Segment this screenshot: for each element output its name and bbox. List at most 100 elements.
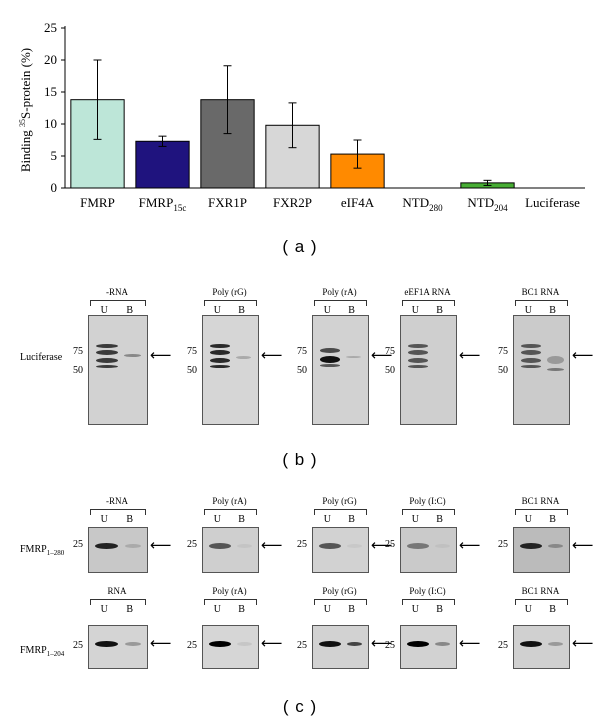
mw-marker-75: 75 — [297, 346, 307, 357]
blot-bracket — [204, 509, 257, 515]
lane-label-u: U — [100, 604, 108, 615]
x-tick-label-base: NTD — [402, 195, 429, 210]
gel-image — [400, 315, 457, 425]
gel-band — [319, 356, 341, 363]
lane-label-b: B — [126, 604, 134, 615]
blot-bracket — [402, 599, 455, 605]
gel-band — [520, 365, 542, 368]
band-arrow: ⟵ — [572, 536, 594, 554]
lane-label-u: U — [213, 514, 221, 525]
lane-label-b: B — [436, 514, 443, 525]
mw-marker-75: 75 — [73, 346, 83, 357]
x-tick-label-base: FMRP — [80, 195, 115, 210]
mw-marker-50: 50 — [498, 365, 508, 376]
band-arrow: ⟵ — [459, 536, 481, 554]
mw-marker-50: 50 — [385, 365, 395, 376]
blot-title: eEF1A RNA — [404, 287, 451, 297]
gel-band — [237, 642, 253, 646]
gel-band — [95, 365, 118, 368]
panel-label-a: ( a ) — [282, 237, 318, 256]
gel-band — [237, 544, 253, 548]
mw-marker-25: 25 — [187, 539, 197, 550]
row-label-luciferase: Luciferase — [20, 352, 63, 363]
mw-marker-25: 25 — [297, 640, 307, 651]
gel-band — [123, 354, 142, 357]
blot-bracket — [314, 509, 367, 515]
lane-label-b: B — [436, 305, 443, 316]
band-arrow: ⟵ — [150, 346, 172, 364]
row-label-fmrp-1-280: FMRP1–280 — [20, 544, 64, 557]
y-tick-label: 25 — [44, 20, 57, 35]
band-arrow: ⟵ — [371, 346, 393, 364]
lane-label-u: U — [411, 514, 419, 525]
lane-label-u: U — [323, 305, 331, 316]
gel-band — [319, 364, 341, 367]
mw-marker-50: 50 — [297, 365, 307, 376]
blot-title: Poly (rA) — [322, 287, 357, 297]
lane-label-u: U — [323, 604, 331, 615]
blot-title: -RNA — [106, 287, 128, 297]
bar-3 — [265, 124, 320, 189]
mw-marker-25: 25 — [297, 539, 307, 550]
gel-image — [88, 625, 148, 669]
gel-band — [95, 344, 118, 348]
gel-band — [407, 344, 429, 348]
y-tick-label: 15 — [44, 84, 57, 99]
blot-bracket — [314, 300, 367, 306]
gel-band — [95, 358, 118, 363]
gel-image — [202, 625, 259, 669]
x-tick-label-base: FXR1P — [208, 195, 247, 210]
gel-image — [202, 315, 259, 425]
gel-band — [407, 358, 429, 363]
blot-title: Poly (rG) — [322, 586, 357, 596]
blot-title: Poly (rA) — [212, 586, 247, 596]
lane-label-u: U — [100, 305, 108, 316]
blot-bracket — [314, 599, 367, 605]
blot-bracket — [402, 300, 455, 306]
gel-band — [406, 543, 429, 549]
lane-label-u: U — [411, 604, 419, 615]
panel-label-b: ( b ) — [282, 450, 318, 469]
lane-label-b: B — [549, 514, 556, 525]
gel-image — [400, 625, 457, 669]
gel-band — [236, 356, 252, 359]
x-tick-label-base: FMRP — [139, 195, 174, 210]
lane-label-u: U — [323, 514, 331, 525]
lane-label-b: B — [436, 604, 443, 615]
gel-image — [513, 625, 570, 669]
y-tick-label: 20 — [44, 52, 57, 67]
gel-band — [318, 641, 341, 647]
gel-band — [548, 544, 564, 548]
band-arrow: ⟵ — [261, 536, 283, 554]
gel-image — [202, 527, 259, 573]
gel-image — [312, 315, 369, 425]
blot-title: Poly (rG) — [212, 287, 247, 297]
blot-title: RNA — [107, 586, 127, 596]
band-arrow: ⟵ — [459, 634, 481, 652]
band-arrow: ⟵ — [572, 634, 594, 652]
mw-marker-25: 25 — [73, 539, 83, 550]
gel-band — [347, 544, 363, 548]
mw-marker-25: 25 — [187, 640, 197, 651]
gel-band — [319, 348, 341, 353]
mw-marker-25: 25 — [385, 539, 395, 550]
gel-band — [519, 641, 542, 647]
x-tick-label-base: NTD — [467, 195, 494, 210]
lane-label-b: B — [238, 514, 245, 525]
panel-label-c: ( c ) — [282, 697, 318, 716]
lane-label-b: B — [126, 514, 134, 525]
gel-band — [124, 642, 142, 646]
gel-band — [407, 365, 429, 368]
blot-title: Poly (rA) — [212, 496, 247, 506]
lane-label-u: U — [213, 305, 221, 316]
gel-band — [435, 642, 451, 646]
gel-image — [513, 315, 570, 425]
mw-marker-25: 25 — [385, 640, 395, 651]
mw-marker-50: 50 — [187, 365, 197, 376]
gel-band — [209, 365, 231, 368]
blot-bracket — [90, 509, 146, 515]
band-arrow: ⟵ — [459, 346, 481, 364]
blot-bracket — [515, 300, 568, 306]
gel-band — [519, 543, 542, 549]
